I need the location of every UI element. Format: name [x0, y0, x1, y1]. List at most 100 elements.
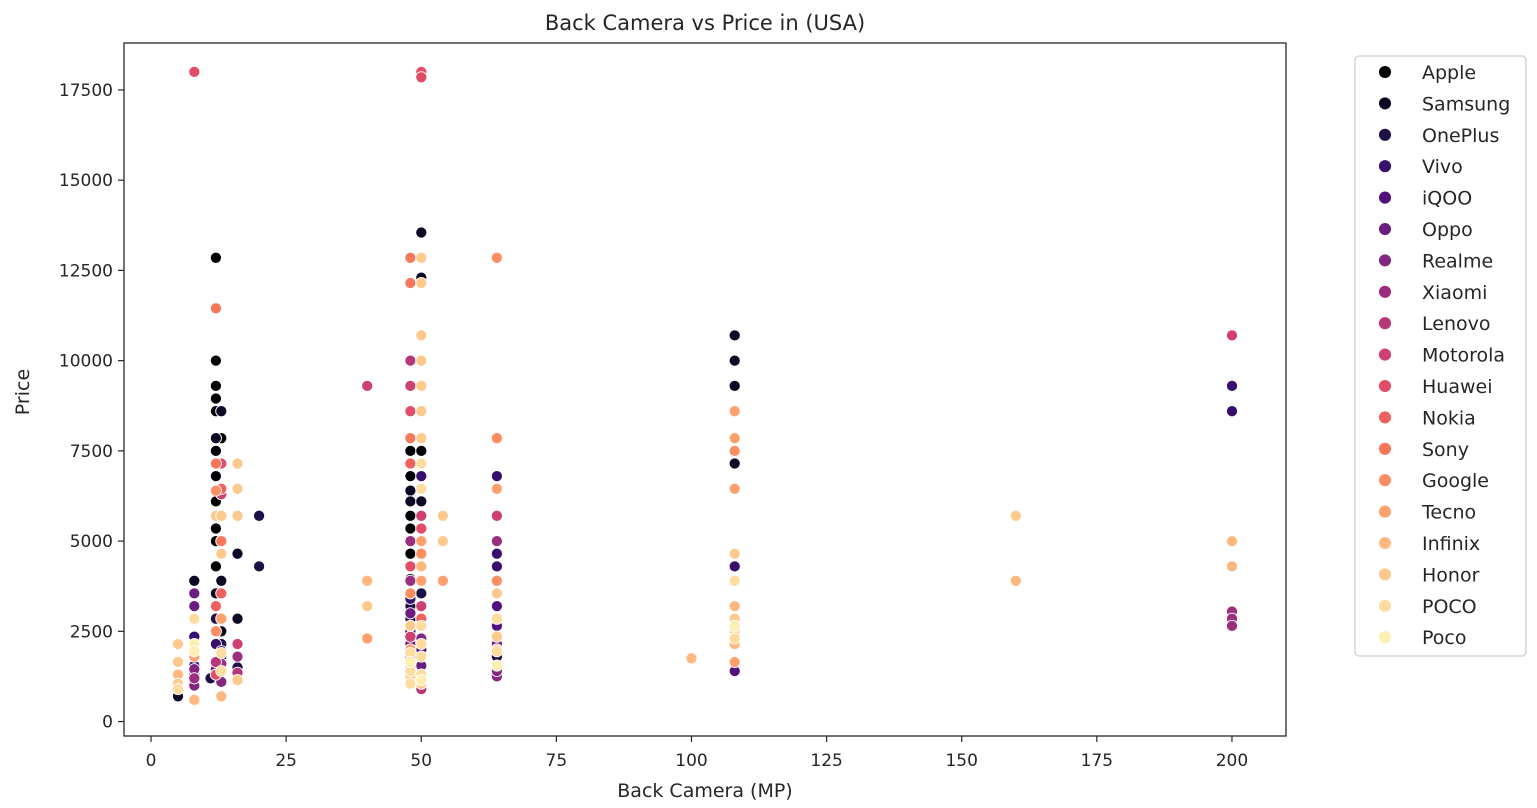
data-point — [215, 587, 228, 600]
data-point — [415, 495, 428, 508]
data-point — [209, 600, 222, 613]
data-point — [415, 619, 428, 632]
legend-label: Realme — [1422, 250, 1493, 272]
data-point — [215, 664, 228, 678]
data-point — [728, 482, 741, 495]
data-point — [231, 674, 244, 687]
data-point — [188, 612, 201, 625]
data-point — [1009, 574, 1022, 587]
data-point — [188, 672, 201, 685]
data-point — [361, 574, 374, 587]
x-tick-label: 200 — [1216, 751, 1248, 771]
data-point — [415, 560, 428, 573]
data-point — [728, 444, 741, 457]
data-point — [209, 392, 222, 405]
data-point — [209, 432, 222, 445]
data-point — [209, 302, 222, 315]
data-point — [436, 509, 449, 522]
legend-marker — [1378, 536, 1392, 550]
data-point — [728, 655, 741, 669]
y-tick-label: 5000 — [70, 532, 113, 552]
data-point — [728, 405, 741, 418]
legend-marker — [1378, 347, 1392, 362]
legend-label: Huawei — [1422, 376, 1492, 398]
data-point — [209, 379, 222, 392]
x-tick-label: 50 — [410, 751, 432, 771]
legend-label: iQOO — [1422, 188, 1472, 210]
legend-marker — [1378, 473, 1392, 488]
data-point — [404, 379, 417, 392]
data-point — [404, 509, 417, 522]
data-point — [728, 600, 741, 613]
data-point — [415, 226, 428, 239]
data-point — [728, 432, 741, 445]
x-tick-label: 125 — [810, 751, 842, 771]
legend-label: POCO — [1422, 596, 1477, 618]
y-tick-label: 7500 — [70, 442, 113, 462]
legend-marker — [1378, 65, 1392, 79]
data-point — [404, 535, 417, 548]
data-point — [209, 484, 222, 497]
data-point — [188, 587, 201, 600]
data-point — [415, 432, 428, 445]
legend-label: Oppo — [1422, 219, 1473, 241]
data-point — [415, 470, 428, 483]
data-point — [209, 470, 222, 483]
data-point — [253, 509, 266, 522]
legend-marker — [1378, 379, 1392, 393]
data-point — [404, 522, 417, 535]
data-point — [728, 379, 741, 392]
data-point — [415, 379, 428, 392]
x-axis-ticks: 0 25 50 75 100 125 150 175 200 — [146, 736, 1248, 771]
y-tick-label: 10000 — [59, 352, 113, 372]
plot-frame — [123, 42, 1287, 737]
chart-title: Back Camera vs Price in (USA) — [545, 11, 865, 35]
data-point — [209, 354, 222, 367]
data-point — [415, 650, 428, 663]
data-point — [415, 522, 428, 535]
data-point — [231, 509, 244, 522]
legend-label: Sony — [1422, 439, 1469, 461]
x-axis-title: Back Camera (MP) — [617, 780, 792, 802]
legend-label: Samsung — [1422, 93, 1510, 115]
legend-marker — [1378, 190, 1392, 205]
data-point — [404, 276, 417, 290]
legend-label: Nokia — [1422, 407, 1476, 429]
data-point — [171, 655, 185, 669]
x-tick-label: 150 — [945, 751, 977, 771]
data-point — [209, 522, 222, 535]
data-point — [415, 547, 428, 560]
legend-marker — [1378, 504, 1392, 519]
data-point — [215, 405, 228, 418]
data-point — [415, 509, 428, 522]
legend-marker — [1378, 222, 1392, 236]
data-point — [490, 587, 503, 600]
data-point — [728, 354, 741, 367]
data-point — [490, 432, 503, 445]
legend-label: Xiaomi — [1422, 282, 1487, 304]
legend-marker — [1378, 598, 1392, 613]
data-point — [209, 457, 222, 470]
data-point — [404, 354, 417, 367]
data-point — [404, 484, 417, 497]
data-point — [415, 587, 428, 600]
legend-marker — [1378, 253, 1392, 268]
data-point — [231, 547, 244, 560]
legend: Apple Samsung OnePlus Vivo iQOO Oppo Realme Xia… — [1354, 55, 1527, 657]
data-point — [415, 535, 428, 548]
y-tick-label: 12500 — [59, 261, 113, 281]
legend-marker — [1378, 159, 1392, 174]
data-point — [415, 276, 428, 290]
data-point — [404, 677, 417, 690]
legend-label: Motorola — [1422, 345, 1505, 367]
data-point — [404, 560, 417, 573]
data-point — [490, 251, 503, 264]
data-point — [253, 560, 266, 573]
data-point — [728, 547, 741, 560]
data-point — [215, 535, 228, 548]
legend-marker — [1378, 316, 1392, 331]
x-tick-label: 25 — [275, 751, 297, 771]
data-point — [490, 645, 503, 658]
data-point — [209, 655, 222, 669]
y-tick-label: 15000 — [59, 171, 113, 191]
